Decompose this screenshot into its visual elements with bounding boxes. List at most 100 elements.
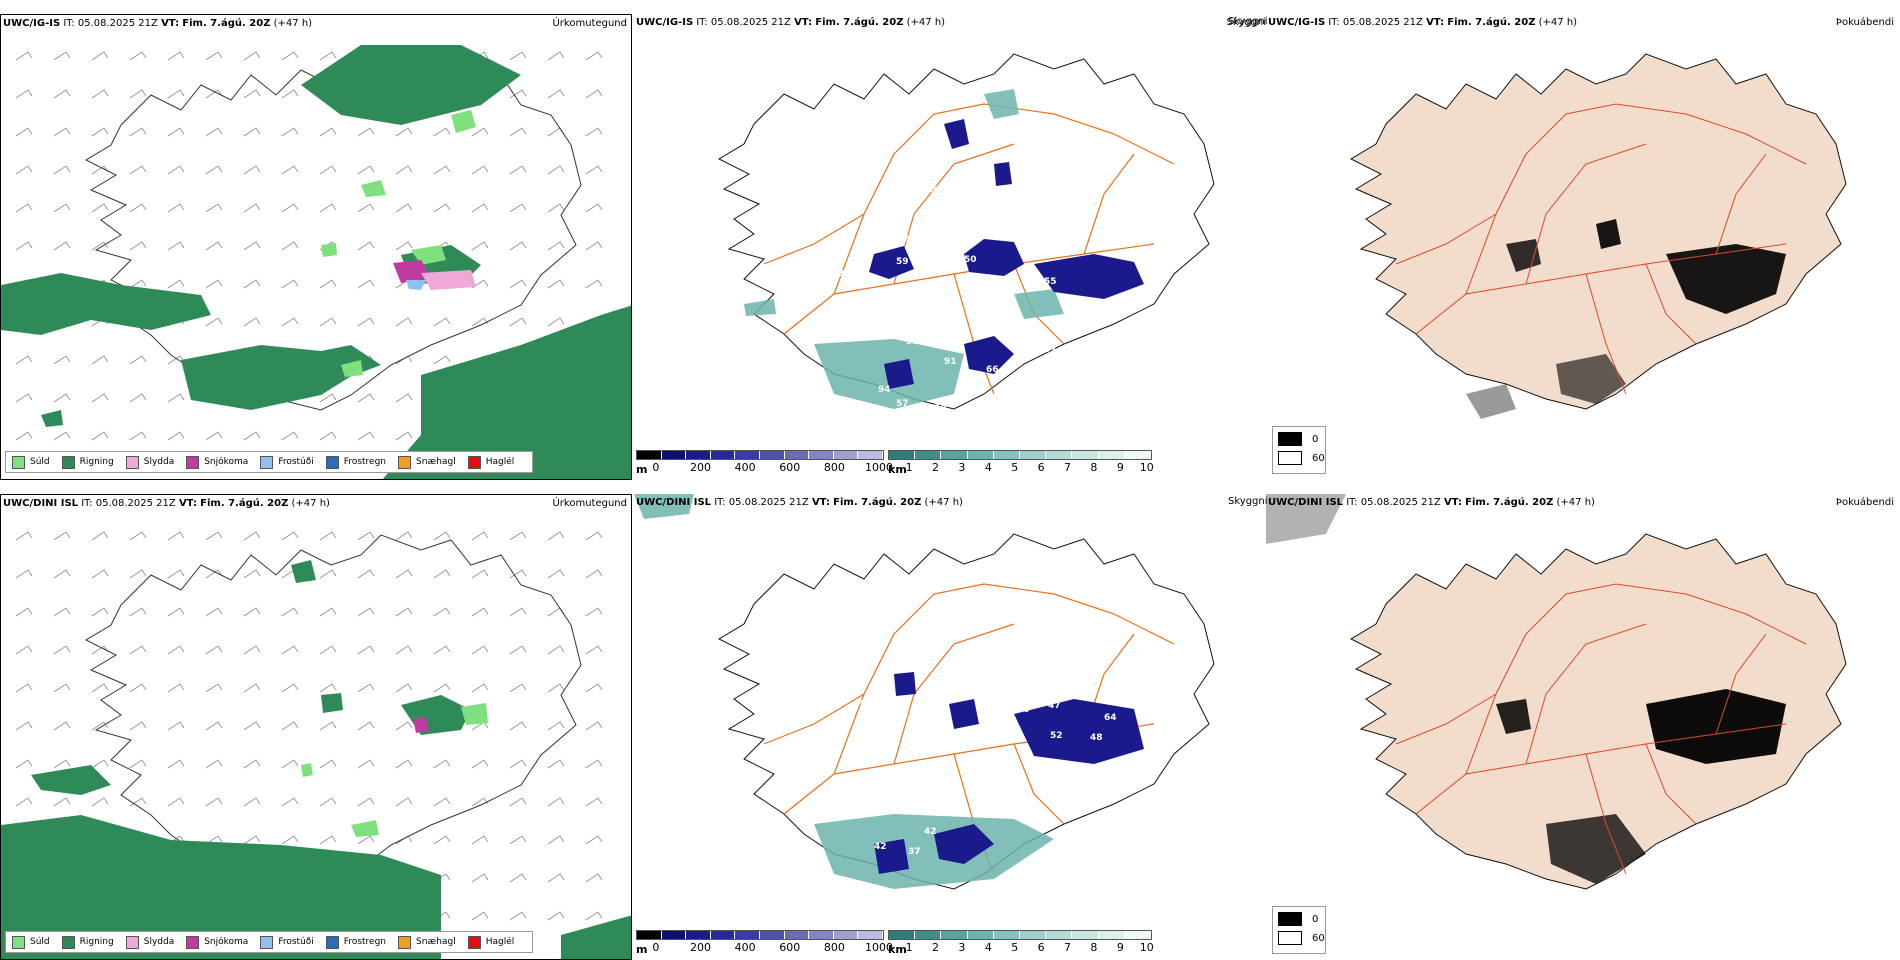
wind-barb	[319, 393, 337, 403]
wind-barb	[395, 355, 413, 365]
colorbar-swatch	[1046, 931, 1073, 939]
fog-panel-top: UWC/IG-IS IT: 05.08.2025 21Z VT: Fim. 7.…	[1266, 14, 1898, 480]
height-colorbar: 0 200 400 600 800 1000 m	[636, 930, 893, 956]
rain-areas	[1, 45, 631, 479]
wind-barb	[509, 911, 527, 921]
precip-panel-bottom: UWC/DINI ISL IT: 05.08.2025 21Z VT: Fim.…	[0, 494, 632, 960]
wind-barb	[91, 51, 109, 61]
road-line	[1715, 153, 1767, 255]
wind-barb	[281, 51, 299, 61]
cloud-base-label: 59	[852, 254, 865, 264]
wind-barb	[433, 127, 451, 137]
wind-barb	[357, 203, 375, 213]
colorbar-tick: 10	[1139, 941, 1154, 954]
colorbar-ticks: 1 2 3 4 5 6 7 8 9 10	[888, 940, 1154, 954]
legend-item: Súld	[12, 935, 50, 949]
colorbar-ticks: 0 200 400 600 800 1000	[636, 940, 893, 954]
wind-barb	[357, 241, 375, 251]
wind-barb	[585, 645, 603, 655]
cloud-base-label: 42	[874, 842, 887, 852]
road-line	[1525, 143, 1647, 285]
wind-barb	[243, 797, 261, 807]
wind-barb	[243, 759, 261, 769]
wind-barb	[547, 241, 565, 251]
wind-barb	[91, 203, 109, 213]
wind-barb	[91, 607, 109, 617]
cloud-base-label: 38	[914, 167, 927, 177]
colorbar-tick: 7	[1064, 941, 1072, 954]
wind-barb	[395, 165, 413, 175]
colorbar-tick: 3	[958, 461, 966, 474]
wind-barb	[547, 797, 565, 807]
wind-barb	[471, 569, 489, 579]
wind-barb	[243, 645, 261, 655]
colorbar-swatch	[1046, 451, 1073, 459]
wind-barb	[509, 317, 527, 327]
wind-barb	[15, 607, 33, 617]
colorbar-swatch	[1020, 931, 1047, 939]
colorbar-unit: m	[636, 463, 648, 476]
colorbar-swatch	[809, 931, 834, 939]
wind-barb	[15, 759, 33, 769]
road-line	[893, 623, 1015, 765]
wind-barb	[471, 873, 489, 883]
wind-barb	[471, 165, 489, 175]
colorbar-tick: 0	[652, 461, 660, 474]
legend-swatch	[12, 455, 25, 469]
wind-barb	[129, 569, 147, 579]
legend-swatch	[186, 455, 200, 469]
colorbar-swatch	[661, 931, 687, 939]
wind-barb	[129, 165, 147, 175]
wind-barb	[547, 759, 565, 769]
cloud-base-label: 73	[934, 800, 947, 810]
cloud-base-label: 08	[860, 699, 873, 709]
wind-barb	[585, 279, 603, 289]
wind-barb	[395, 759, 413, 769]
colorbar-swatches	[636, 930, 884, 940]
wind-barb	[281, 759, 299, 769]
wind-barb	[585, 607, 603, 617]
precip-panel-top: UWC/IG-IS IT: 05.08.2025 21Z VT: Fim. 7.…	[0, 14, 632, 480]
wind-barb	[471, 317, 489, 327]
fog-key: 0 60	[1272, 906, 1326, 954]
visibility-areas	[634, 494, 1054, 889]
wind-barb	[243, 683, 261, 693]
wind-barb	[509, 797, 527, 807]
wind-barb	[547, 645, 565, 655]
cloud-base-label: 100	[976, 217, 995, 227]
wind-barb	[509, 279, 527, 289]
wind-barb	[319, 127, 337, 137]
wind-barb	[91, 569, 109, 579]
colorbar-tick: 6	[1037, 941, 1045, 954]
wind-barb	[129, 127, 147, 137]
wind-barb	[91, 89, 109, 99]
wind-barb	[53, 241, 71, 251]
wind-barb	[91, 531, 109, 541]
wind-barb	[91, 759, 109, 769]
wind-barb	[167, 165, 185, 175]
wind-barb	[433, 835, 451, 845]
road-line	[833, 103, 1175, 295]
cloud-base-label: 51	[862, 787, 875, 797]
wind-barb	[53, 569, 71, 579]
wind-barb	[433, 355, 451, 365]
wind-barb	[433, 569, 451, 579]
fog-shading	[1266, 494, 1786, 884]
colorbar-tick: 8	[1090, 461, 1098, 474]
wind-barb	[395, 835, 413, 845]
wind-barb	[129, 203, 147, 213]
cloud-base-label: 42	[924, 827, 937, 837]
wind-barb	[281, 531, 299, 541]
colorbar-tick: 800	[823, 461, 845, 474]
wind-barb	[15, 683, 33, 693]
wind-barb	[129, 51, 147, 61]
wind-barb	[53, 51, 71, 61]
road-line	[1525, 623, 1647, 765]
wind-barb	[281, 683, 299, 693]
wind-barb	[395, 431, 413, 441]
colorbar-tick: 8	[1090, 941, 1098, 954]
fog-key-swatch	[1278, 912, 1302, 926]
colorbar-swatch	[915, 931, 942, 939]
colorbar-swatches	[888, 450, 1152, 460]
wind-barb	[129, 431, 147, 441]
